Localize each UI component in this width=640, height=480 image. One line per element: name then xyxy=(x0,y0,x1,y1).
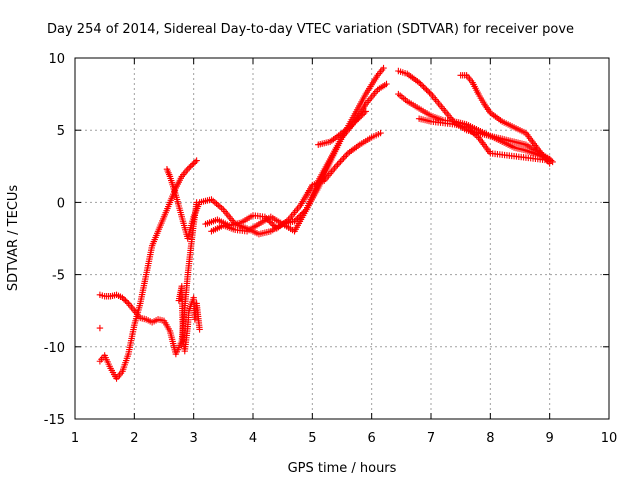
x-axis-label: GPS time / hours xyxy=(288,461,397,476)
y-tick-label: 10 xyxy=(48,52,65,67)
x-tick-label: 1 xyxy=(71,431,79,446)
data-point xyxy=(359,111,366,118)
x-tick-label: 2 xyxy=(130,431,138,446)
data-point xyxy=(122,297,129,304)
plot-frame xyxy=(74,57,610,420)
data-point xyxy=(269,220,276,228)
x-tick-label: 7 xyxy=(427,431,435,446)
y-tick-label: -15 xyxy=(44,413,65,428)
data-point xyxy=(383,80,390,88)
x-tick-label: 9 xyxy=(546,431,554,446)
data-point xyxy=(337,158,344,165)
data-point xyxy=(361,109,368,117)
data-points xyxy=(96,64,556,382)
y-tick-label: -10 xyxy=(44,341,65,356)
data-point xyxy=(264,216,272,223)
data-point xyxy=(421,85,429,92)
data-point xyxy=(546,160,553,167)
data-point xyxy=(355,115,362,122)
data-point xyxy=(119,294,126,301)
data-point xyxy=(362,108,369,115)
data-point xyxy=(335,159,343,167)
x-tick-label: 4 xyxy=(249,431,257,446)
x-tick-labels: 1 2 3 4 5 6 7 8 9 10 xyxy=(71,431,617,446)
data-point xyxy=(188,161,196,169)
data-point xyxy=(358,112,365,119)
data-point xyxy=(193,157,200,164)
data-point xyxy=(350,119,358,127)
data-point xyxy=(380,64,387,72)
data-point xyxy=(338,156,346,164)
data-point xyxy=(353,116,361,124)
data-point xyxy=(341,153,349,160)
data-point xyxy=(267,219,274,226)
data-point xyxy=(123,298,131,306)
chart-title: Day 254 of 2014, Sidereal Day-to-day VTE… xyxy=(47,22,574,37)
data-point xyxy=(334,161,341,168)
data-point xyxy=(340,154,347,162)
y-tick-label: 5 xyxy=(57,124,65,139)
x-tick-label: 6 xyxy=(368,431,376,446)
data-point xyxy=(377,129,384,137)
y-tick-label: -5 xyxy=(52,269,65,284)
data-point xyxy=(418,82,426,89)
data-point xyxy=(426,89,433,96)
data-point xyxy=(352,118,359,125)
data-point xyxy=(343,151,350,159)
data-point xyxy=(291,217,298,225)
data-point xyxy=(415,79,423,86)
data-point xyxy=(187,163,194,170)
data-point xyxy=(196,326,203,333)
x-tick-label: 5 xyxy=(308,431,316,446)
data-point xyxy=(261,213,269,221)
data-point xyxy=(184,165,191,173)
y-axis-label: SDTVAR / TECUs xyxy=(6,185,21,292)
data-point xyxy=(420,83,427,91)
data-point xyxy=(424,88,432,95)
x-tick-label: 10 xyxy=(601,431,618,446)
y-tick-labels: -15 -10 -5 0 5 10 xyxy=(44,52,65,428)
data-point xyxy=(417,80,424,88)
x-tick-label: 8 xyxy=(486,431,494,446)
data-point xyxy=(191,158,199,166)
data-point xyxy=(423,86,430,93)
data-point xyxy=(186,164,193,171)
data-point xyxy=(96,324,104,332)
x-tick-label: 3 xyxy=(190,431,198,446)
data-point xyxy=(266,217,273,225)
data-point xyxy=(263,215,270,222)
data-point xyxy=(270,222,277,229)
y-tick-label: 0 xyxy=(57,196,65,211)
data-point xyxy=(120,295,128,303)
data-point xyxy=(190,160,197,167)
data-point xyxy=(356,114,363,121)
